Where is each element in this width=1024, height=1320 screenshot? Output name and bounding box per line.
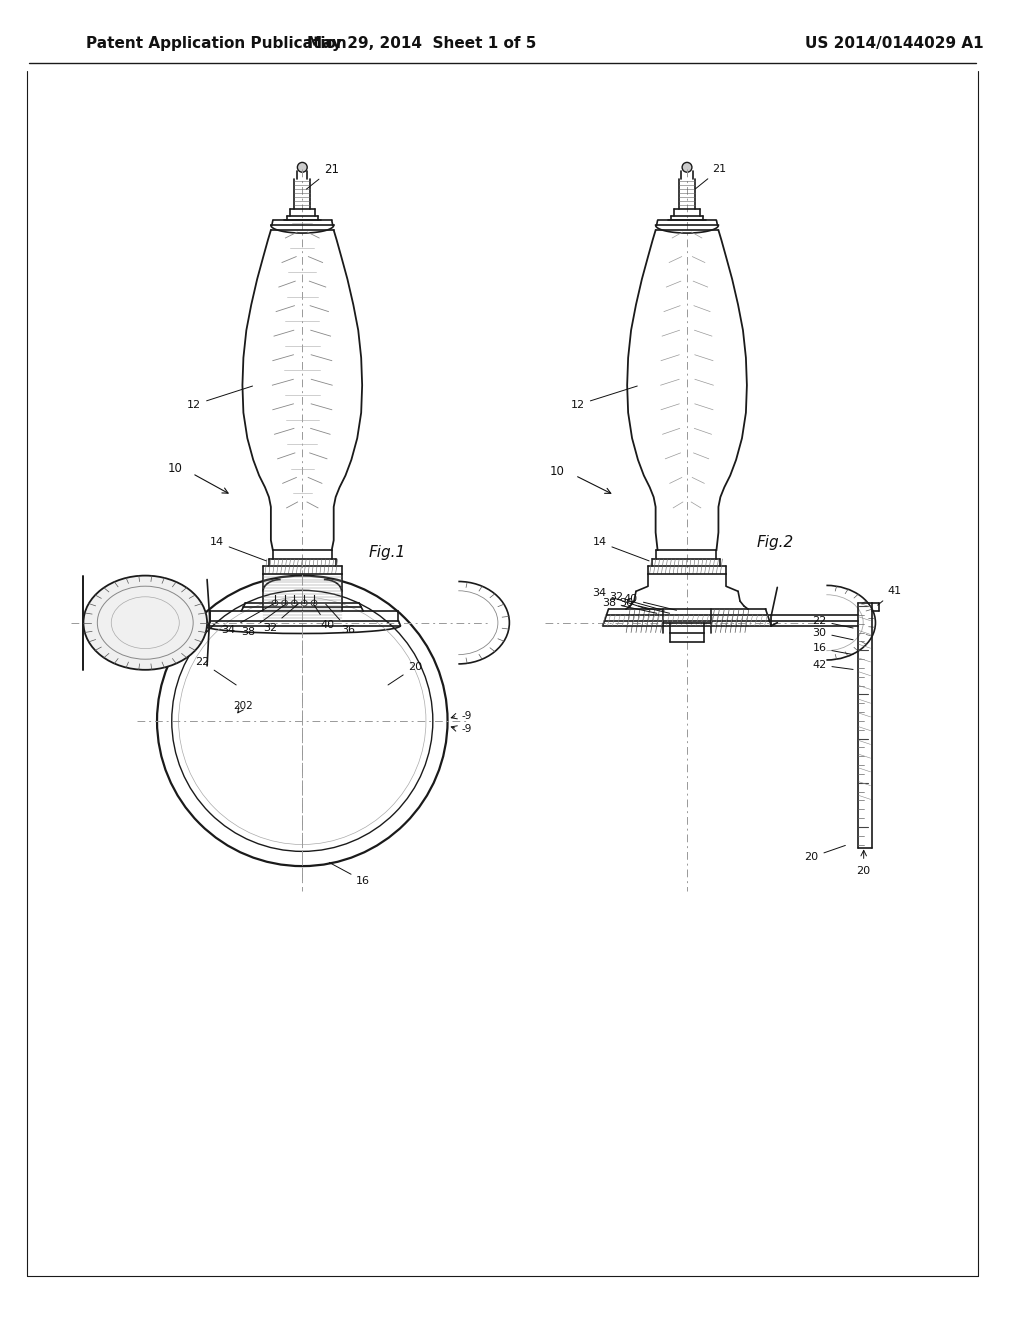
Text: 22: 22 (812, 615, 853, 628)
Text: US 2014/0144029 A1: US 2014/0144029 A1 (805, 36, 983, 51)
Text: May 29, 2014  Sheet 1 of 5: May 29, 2014 Sheet 1 of 5 (307, 36, 537, 51)
Text: -9: -9 (461, 711, 472, 721)
Text: 40: 40 (313, 605, 334, 630)
Text: -9: -9 (461, 723, 472, 734)
Circle shape (682, 162, 692, 172)
Text: 22: 22 (195, 657, 237, 685)
Circle shape (311, 601, 317, 606)
Text: 36: 36 (620, 598, 670, 614)
Text: 20: 20 (857, 866, 870, 876)
Text: 12: 12 (187, 385, 253, 409)
Circle shape (271, 601, 278, 606)
Text: 36: 36 (326, 605, 355, 635)
Text: 34: 34 (593, 589, 650, 610)
Text: 14: 14 (593, 537, 649, 561)
Text: 14: 14 (210, 537, 266, 561)
Text: 21: 21 (306, 162, 339, 189)
Text: 30: 30 (812, 627, 853, 640)
Text: 38: 38 (241, 603, 287, 636)
Text: 16: 16 (812, 643, 853, 655)
Ellipse shape (83, 576, 207, 669)
Text: 42: 42 (812, 660, 853, 671)
Text: Fig.1: Fig.1 (369, 545, 407, 560)
Circle shape (301, 601, 307, 606)
Text: 20: 20 (805, 845, 846, 862)
Text: 16: 16 (330, 862, 371, 886)
Text: 10: 10 (550, 465, 565, 478)
Text: 20: 20 (388, 661, 423, 685)
Text: 32: 32 (609, 593, 663, 610)
Text: Fig.2: Fig.2 (757, 535, 794, 549)
Text: 41: 41 (878, 586, 901, 606)
Text: 32: 32 (263, 605, 298, 632)
Text: 10: 10 (167, 462, 182, 475)
Text: 202: 202 (233, 701, 253, 711)
Text: 12: 12 (570, 385, 637, 409)
Text: 40: 40 (624, 594, 677, 610)
Text: 38: 38 (602, 598, 656, 614)
Circle shape (297, 162, 307, 172)
Circle shape (292, 601, 297, 606)
Text: 34: 34 (221, 603, 274, 635)
Circle shape (282, 601, 288, 606)
Text: Patent Application Publication: Patent Application Publication (86, 36, 347, 51)
Text: 21: 21 (695, 164, 727, 189)
